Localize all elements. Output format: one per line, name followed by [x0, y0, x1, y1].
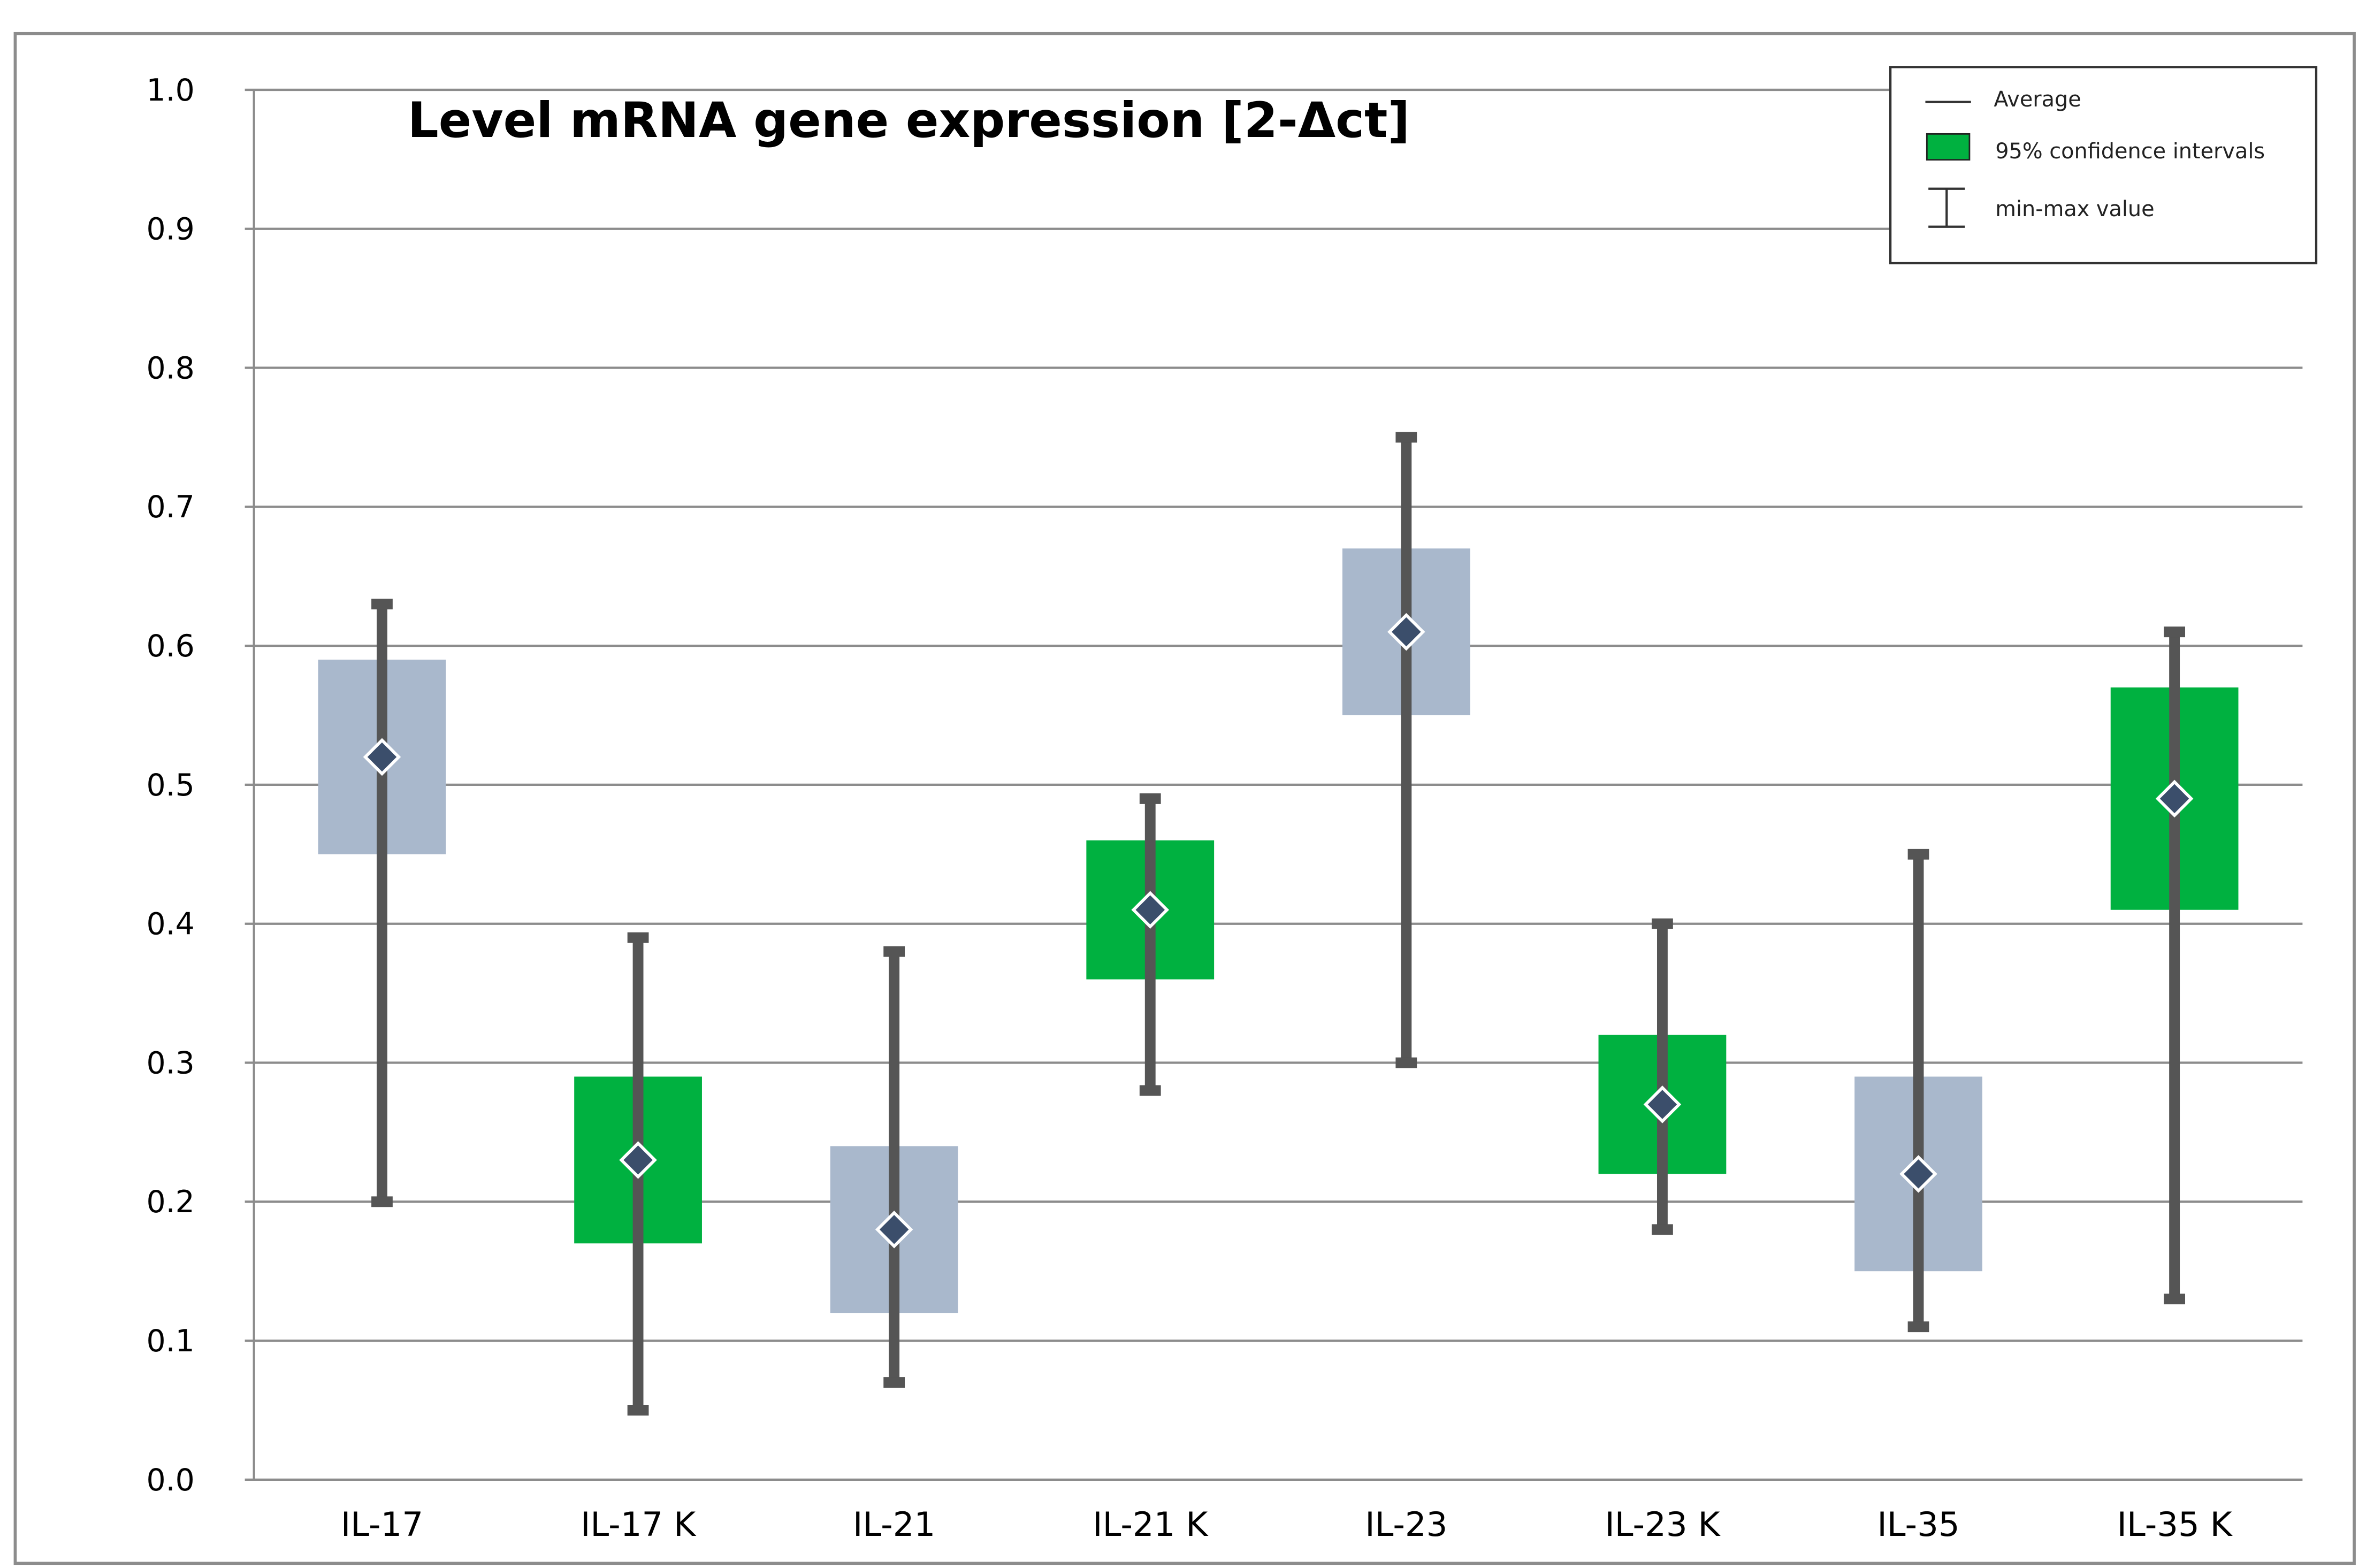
legend-minmax-label: min-max value [1995, 197, 2154, 221]
y-tick-label: 0.9 [146, 212, 194, 247]
x-tick-label: IL-35 K [2117, 1505, 2233, 1544]
average-marker [1643, 1085, 1682, 1123]
gridlines [245, 88, 2303, 1481]
y-tick-label: 0.3 [146, 1045, 194, 1081]
x-axis: IL-17 IL-17 K IL-21 IL-21 K IL-23 IL-23 K IL-3… [341, 1505, 2233, 1544]
y-tick-label: 0.5 [146, 768, 194, 803]
x-tick-label: IL-23 [1365, 1505, 1447, 1544]
y-axis: 0.0 0.1 0.2 0.3 0.4 0.5 0.6 0.7 0.8 0.9 1.0 [146, 73, 194, 1498]
y-tick-label: 0.2 [146, 1184, 194, 1220]
plot-marks [318, 432, 2239, 1416]
legend-average-label: Average [1994, 87, 2081, 112]
average-marker [875, 1210, 913, 1249]
average-marker [1899, 1155, 1937, 1193]
legend-box [1889, 66, 2318, 265]
legend-minmax-icon [1928, 187, 1965, 228]
x-tick-label: IL-21 [853, 1505, 935, 1544]
average-marker [619, 1141, 657, 1179]
legend-ci-label: 95% confidence intervals [1995, 139, 2265, 164]
x-tick-label: IL-23 K [1605, 1505, 1721, 1544]
y-tick-label: 0.8 [146, 350, 194, 386]
average-marker [1131, 891, 1170, 929]
y-tick-label: 1.0 [146, 73, 194, 108]
x-tick-label: IL-17 [341, 1505, 423, 1544]
y-tick-label: 0.4 [146, 907, 194, 942]
y-tick-label: 0.1 [146, 1324, 194, 1359]
y-tick-label: 0.0 [146, 1463, 194, 1498]
chart-title: Level mRNA gene expression [2-Δct] [408, 93, 1410, 149]
legend-ci-icon [1926, 133, 1971, 161]
y-tick-label: 0.7 [146, 489, 194, 525]
y-tick-label: 0.6 [146, 629, 194, 664]
x-tick-label: IL-35 [1877, 1505, 1959, 1544]
x-tick-label: IL-17 K [581, 1505, 697, 1544]
x-tick-label: IL-21 K [1093, 1505, 1209, 1544]
average-marker [1387, 613, 1425, 651]
legend: Average 95% confidence intervals min-max… [1889, 66, 2318, 265]
average-marker [2155, 779, 2194, 818]
average-marker [363, 738, 401, 776]
